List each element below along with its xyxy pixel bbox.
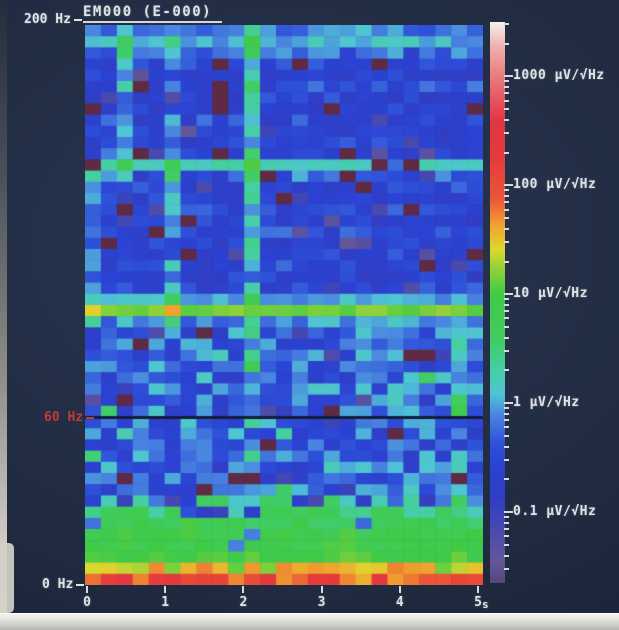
x-tick [86, 586, 88, 593]
y-axis-label-200hz: 200 Hz [24, 12, 82, 27]
colorbar-tick-label: 1000 μV/√Hz [513, 68, 605, 84]
x-tick-label: 3 [317, 595, 326, 610]
monitor-bezel-button [0, 543, 14, 613]
colorbar-major-tick [504, 75, 513, 78]
x-tick [242, 586, 245, 593]
monitor-bezel-left [0, 0, 7, 613]
colorbar-major-tick [504, 293, 513, 296]
colorbar-gradient [490, 22, 505, 583]
colorbar-tick-label: 100 μV/√Hz [513, 177, 597, 193]
x-tick-label: 0 [83, 595, 91, 610]
y-axis-label-60hz: 60 Hz [44, 410, 95, 425]
x-axis-unit-label: s [482, 598, 489, 611]
y-axis-label-0hz: 0 Hz [42, 577, 85, 592]
y-axis-tick-0hz [76, 583, 85, 586]
y-axis-tick-60hz [86, 416, 95, 419]
x-tick [164, 586, 167, 593]
y-axis-label-60hz-text: 60 Hz [44, 410, 84, 425]
x-tick-label: 4 [395, 595, 404, 610]
y-axis-label-0hz-text: 0 Hz [42, 577, 74, 592]
spectrogram-heatmap [85, 25, 483, 585]
x-tick-label: 2 [239, 595, 248, 610]
y-axis-tick-200hz [73, 18, 82, 21]
x-tick [477, 586, 479, 593]
colorbar-major-tick [504, 402, 513, 405]
y-axis-label-200hz-text: 200 Hz [24, 12, 71, 27]
colorbar-major-tick [504, 184, 513, 187]
colorbar-tick-label: 1 μV/√Hz [513, 395, 580, 411]
colorbar-major-tick [504, 511, 513, 514]
channel-title: EM000 (E-000) [83, 4, 223, 23]
instrument-screen: EM000 (E-000) 200 Hz 60 Hz 0 Hz 0 1 2 3 4 5 s… [0, 0, 619, 613]
x-tick-label: 5 [474, 595, 482, 610]
colorbar-tick-label: 10 μV/√Hz [513, 286, 588, 302]
x-tick-label: 1 [161, 595, 170, 610]
x-tick [398, 586, 401, 593]
monitor-bezel-bottom [0, 613, 619, 630]
x-tick [320, 586, 323, 593]
colorbar-tick-label: 0.1 μV/√Hz [513, 504, 597, 520]
